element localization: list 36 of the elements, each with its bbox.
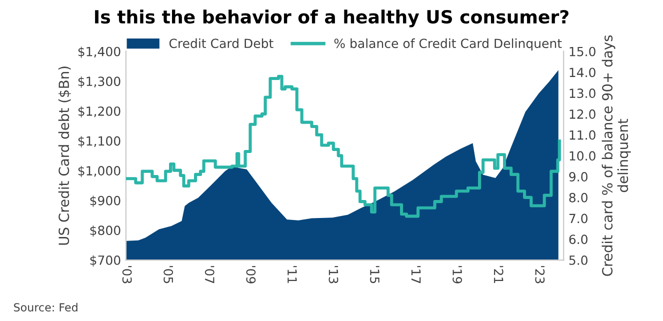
source-note: Source: Fed (14, 302, 78, 312)
x-tick-label: '13 (328, 266, 338, 284)
y2-tick-label: 10.0 (570, 151, 596, 161)
y2-tick-label: 15.0 (570, 46, 596, 56)
x-tick-label: '05 (164, 266, 174, 284)
y2-tick-label: 13.0 (570, 88, 596, 98)
y-tick-label: $1,000 (78, 166, 120, 178)
chart-title: Is this the behavior of a healthy US consumer? (95, 10, 568, 28)
y-axis-title: US Credit Card debt ($Bn) (58, 66, 71, 245)
x-tick-label: '17 (411, 266, 421, 284)
y-tick-label: $1,100 (78, 136, 120, 148)
x-tick-label: '15 (370, 266, 380, 284)
y2-tick-label: 5.0 (569, 255, 588, 265)
x-tick-label: '03 (122, 266, 132, 284)
legend-label: Credit Card Debt (169, 38, 274, 48)
y2-tick-label: 8.0 (569, 192, 588, 202)
x-tick-label: '23 (535, 266, 545, 284)
x-tick-label: '11 (288, 266, 297, 284)
legend-label: % balance of Credit Card Delinquent (334, 38, 562, 51)
y2-tick-label: 7.0 (569, 214, 588, 224)
x-tick-label: '07 (204, 266, 214, 284)
y-tick-label: $1,400 (78, 46, 120, 58)
y2-tick-label: 14.0 (570, 68, 596, 78)
y2-axis-title: Credit card % of balance 90+ days delinquent (602, 35, 631, 276)
y-tick-label: $800 (90, 225, 120, 237)
x-tick-label: '09 (246, 266, 256, 284)
y2-tick-label: 11.0 (570, 130, 596, 140)
x-tick-label: '21 (494, 266, 504, 284)
y2-tick-label: 12.0 (570, 109, 596, 119)
y-tick-label: $700 (90, 255, 120, 267)
y-tick-label: $900 (90, 196, 120, 207)
x-tick-label: '19 (452, 266, 462, 284)
y2-tick-label: 6.0 (569, 234, 588, 244)
y2-tick-label: 9.0 (569, 172, 588, 182)
y-tick-label: $1,200 (78, 106, 120, 118)
y-tick-label: $1,300 (78, 76, 120, 88)
